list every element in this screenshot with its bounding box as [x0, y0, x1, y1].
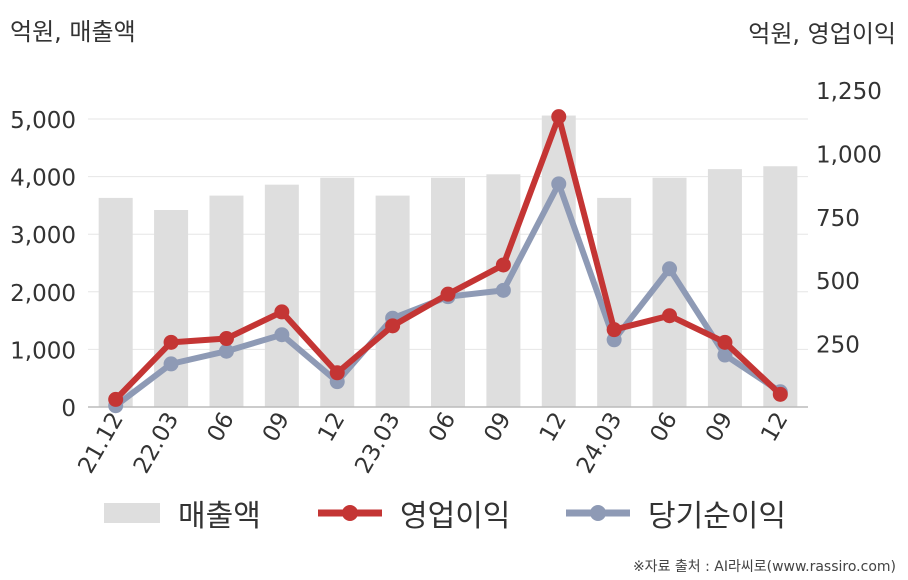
left-axis-unit: 억원, 매출액: [10, 18, 136, 46]
x-tick-label: 06: [203, 408, 240, 446]
net-income-point: [218, 343, 234, 359]
source-credit: ※자료 출처 : AI라씨로(www.rassiro.com): [632, 559, 896, 575]
right-tick-label: 500: [816, 269, 860, 295]
legend-label-operating-profit: 영업이익: [400, 499, 511, 534]
operating-profit-point: [218, 331, 234, 347]
revenue-bar: [707, 169, 742, 407]
operating-profit-point: [772, 386, 788, 402]
revenue-bars: [98, 115, 798, 407]
legend-item-net-income: 당기순이익: [566, 490, 786, 536]
left-tick-label: 3,000: [10, 223, 76, 249]
operating-profit-series: [108, 109, 788, 407]
operating-profit-point: [662, 308, 678, 324]
legend-label-revenue: 매출액: [178, 499, 261, 534]
operating-profit-point: [274, 304, 290, 320]
x-tick-label: 12: [535, 408, 572, 446]
x-tick-label: 09: [258, 408, 295, 446]
x-tick-label: 12: [313, 408, 350, 446]
x-tick-label: 09: [701, 408, 738, 446]
x-tick-label: 12: [756, 408, 793, 446]
x-tick-label: 21.12: [73, 408, 128, 478]
operating-profit-point: [606, 322, 622, 338]
x-tick-label: 22.03: [129, 408, 184, 478]
revenue-bar: [375, 195, 410, 407]
right-tick-label: 1,000: [816, 142, 882, 168]
legend-swatch-revenue: [104, 503, 160, 523]
x-tick-label: 06: [424, 408, 461, 446]
operating-profit-point: [385, 318, 401, 334]
revenue-bar: [763, 166, 798, 407]
legend-swatch-operating-profit: [318, 505, 382, 521]
right-axis-unit: 억원, 영업이익: [748, 20, 896, 48]
left-tick-label: 2,000: [10, 281, 76, 307]
right-tick-label: 1,250: [816, 79, 882, 105]
x-tick-label: 06: [646, 408, 683, 446]
operating-profit-point: [329, 365, 345, 381]
revenue-bar: [264, 184, 299, 407]
legend-item-operating-profit: 영업이익: [318, 490, 510, 536]
net-income-point: [163, 356, 179, 372]
net-income-point: [662, 261, 678, 277]
revenue-bar: [154, 210, 189, 407]
left-tick-label: 4,000: [10, 166, 76, 192]
net-income-point: [274, 327, 290, 343]
x-tick-label: 24.03: [572, 408, 627, 478]
legend: 매출액 영업이익 당기순이익: [0, 490, 908, 536]
right-tick-label: 250: [816, 333, 860, 359]
operating-profit-point: [551, 109, 567, 125]
operating-profit-point: [717, 334, 733, 350]
revenue-bar: [98, 197, 133, 407]
legend-label-net-income: 당기순이익: [648, 499, 786, 534]
left-axis-ticks: 0 1,000 2,000 3,000 4,000 5,000: [10, 108, 76, 422]
operating-profit-point: [163, 334, 179, 350]
x-tick-label: 23.03: [350, 408, 405, 478]
revenue-bar: [209, 195, 244, 407]
net-income-point: [551, 176, 567, 192]
left-tick-label: 0: [61, 396, 76, 422]
left-tick-label: 5,000: [10, 108, 76, 134]
revenue-bar: [652, 177, 687, 407]
right-tick-label: 750: [816, 206, 860, 232]
net-income-point: [717, 347, 733, 363]
x-tick-label: 09: [479, 408, 516, 446]
left-tick-label: 1,000: [10, 338, 76, 364]
right-axis-ticks: 250 500 750 1,000 1,250: [816, 79, 882, 359]
operating-profit-point: [440, 286, 456, 302]
operating-profit-point: [495, 257, 511, 273]
x-axis-ticks: 21.12 22.03 06 09 12 23.03 06 09 12 24.03 06 09 12: [73, 408, 793, 478]
net-income-point: [495, 282, 511, 298]
legend-swatch-net-income: [566, 505, 630, 521]
operating-profit-point: [108, 391, 124, 407]
combo-chart: 0 1,000 2,000 3,000 4,000 5,000 250 500 750 1,00…: [10, 79, 882, 478]
legend-item-revenue: 매출액: [104, 490, 261, 536]
